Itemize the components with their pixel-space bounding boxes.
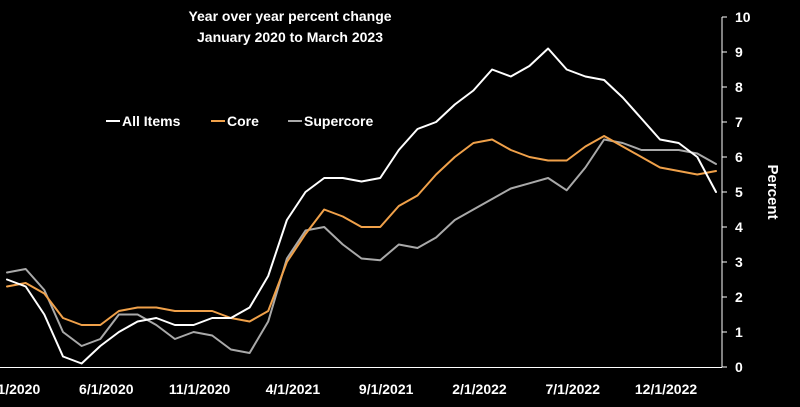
series-line-core xyxy=(6,135,717,326)
y-tick-label: 4 xyxy=(735,219,743,235)
legend-label-supercore: Supercore xyxy=(304,113,373,129)
x-tick-label: 4/1/2021 xyxy=(266,381,321,397)
x-tick-label: 1/1/2020 xyxy=(0,381,40,397)
x-tick-label: 6/1/2020 xyxy=(79,381,134,397)
legend-label-all-items: All Items xyxy=(122,113,181,129)
legend-label-core: Core xyxy=(227,113,259,129)
x-tick-label: 11/1/2020 xyxy=(169,381,231,397)
y-tick-label: 9 xyxy=(735,44,743,60)
y-tick-label: 2 xyxy=(735,289,743,305)
y-axis: 0 1 2 3 4 5 6 7 8 9 10 xyxy=(721,9,751,375)
y-tick-label: 3 xyxy=(735,254,743,270)
y-axis-label: Percent xyxy=(764,164,781,219)
y-tick-label: 5 xyxy=(735,184,743,200)
x-tick-label: 12/1/2022 xyxy=(635,381,697,397)
y-tick-label: 0 xyxy=(735,359,743,375)
x-tick-label: 7/1/2022 xyxy=(545,381,600,397)
series-lines xyxy=(6,47,717,365)
y-tick-label: 10 xyxy=(735,9,751,25)
x-tick-label: 2/1/2022 xyxy=(452,381,507,397)
y-tick-label: 6 xyxy=(735,149,743,165)
chart-title: Year over year percent change xyxy=(188,8,391,24)
chart-subtitle: January 2020 to March 2023 xyxy=(197,29,383,45)
y-tick-label: 1 xyxy=(735,324,743,340)
series-line-supercore xyxy=(6,138,717,354)
legend: All Items Core Supercore xyxy=(106,113,373,129)
x-axis: 1/1/2020 6/1/2020 11/1/2020 4/1/2021 9/1/202… xyxy=(0,367,722,397)
series-line-all-items xyxy=(6,47,717,365)
y-tick-label: 8 xyxy=(735,79,743,95)
y-tick-label: 7 xyxy=(735,114,743,130)
x-tick-label: 9/1/2021 xyxy=(359,381,414,397)
